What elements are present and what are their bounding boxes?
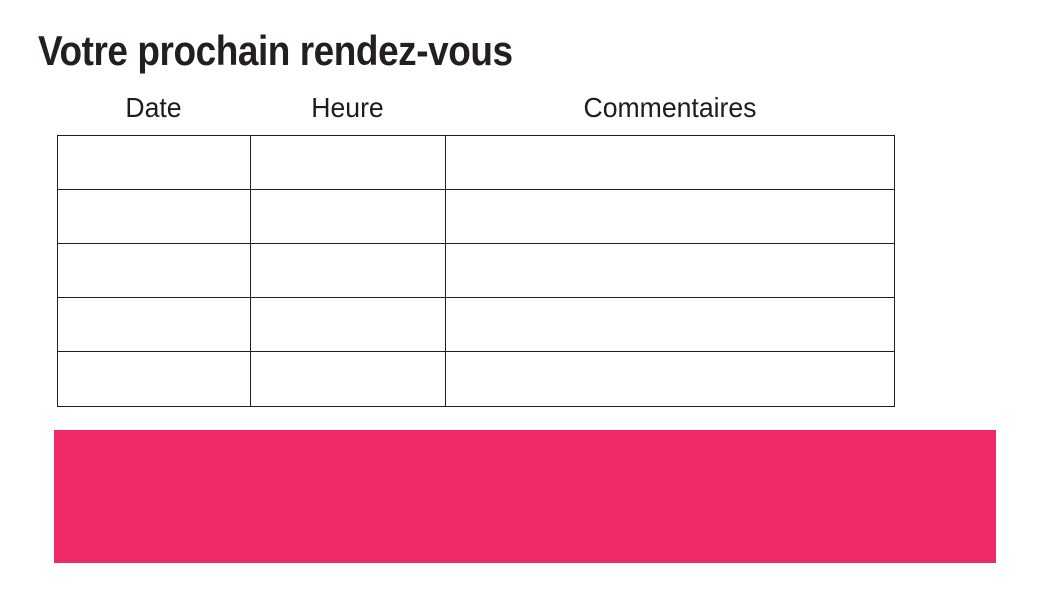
- table-cell: [446, 190, 894, 244]
- table-cell: [251, 136, 446, 190]
- table-cell: [446, 244, 894, 298]
- table-cell: [446, 352, 894, 406]
- column-header-commentaires: Commentaires: [583, 92, 757, 123]
- table-cell: [58, 298, 251, 352]
- column-header-heure: Heure: [311, 92, 384, 123]
- table-cell: [251, 244, 446, 298]
- highlight-bar: [54, 430, 996, 563]
- table-cell: [446, 136, 894, 190]
- column-header-date: Date: [125, 92, 182, 123]
- appointment-table: [57, 135, 895, 407]
- table-cell: [446, 298, 894, 352]
- table-cell: [58, 352, 251, 406]
- table-cell: [58, 244, 251, 298]
- table-cell: [251, 352, 446, 406]
- table-cell: [58, 136, 251, 190]
- table-cell: [251, 298, 446, 352]
- table-cell: [251, 190, 446, 244]
- table-column-headers: Date Heure Commentaires: [57, 93, 895, 123]
- page-title: Votre prochain rendez-vous: [38, 27, 513, 74]
- table-cell: [58, 190, 251, 244]
